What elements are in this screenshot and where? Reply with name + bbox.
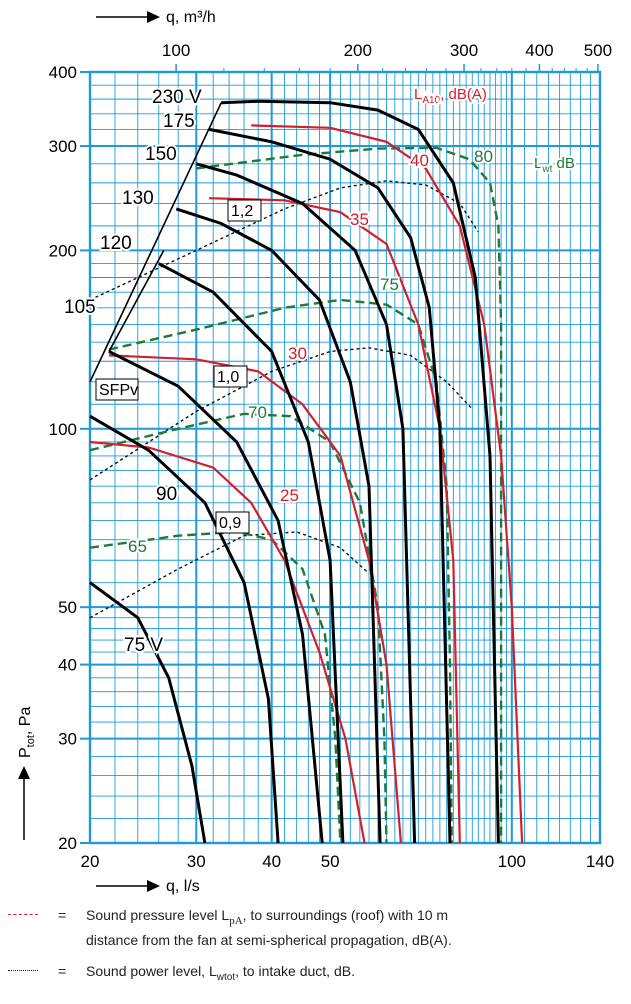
sfp-label-box: [213, 365, 248, 388]
fan-label: 130: [122, 188, 154, 209]
axes: 20 30 40 50 100 140 20 30 40 50 100 200 300 400 100 200…: [17, 9, 614, 895]
legend-red-text: Sound pressure level L: [86, 907, 230, 923]
top-tick-label: 200: [344, 41, 372, 60]
top-tick-label: 100: [162, 41, 190, 60]
sfp-title: SFPv: [99, 382, 138, 399]
lwt-label: 65: [128, 537, 147, 556]
curves: [89, 99, 524, 844]
y-tick-label: 20: [58, 834, 77, 853]
x-tick-label: 40: [262, 852, 281, 871]
legend-equals-dot: =: [58, 962, 67, 979]
legend-red-text-2: distance from the fan at semi-spherical …: [86, 931, 452, 948]
y-tick-label: 30: [58, 730, 77, 749]
legend-red-rest: , to surroundings (roof) with 10 m: [242, 907, 449, 923]
fan-label: 120: [100, 233, 132, 254]
top-axis-arrowhead: [147, 11, 160, 23]
legend-dot-rest: , to intake duct, dB.: [235, 962, 355, 979]
lpa-label: 40: [410, 151, 429, 170]
x-tick-label: 20: [81, 852, 100, 871]
legend-red-dash-sample: [8, 914, 38, 915]
envelope-line-lower: [108, 250, 165, 352]
sfp-label: 1,0: [217, 369, 239, 386]
x-tick-label: 140: [586, 852, 614, 871]
sfp-curve-1-0: [89, 347, 473, 481]
lwt-series-title: Lwt dB: [534, 155, 575, 175]
legend-dot-sample: [8, 969, 38, 971]
lpa-curve-30: [108, 354, 402, 844]
y-tick-label: 200: [49, 241, 77, 260]
fan-curve-130: [175, 207, 382, 844]
sfp-label: 1,2: [231, 203, 253, 220]
legend-equals-red: =: [58, 907, 67, 923]
sfp-title-box: [95, 378, 139, 401]
x-tick-label: 30: [187, 852, 206, 871]
y-tick-label: 50: [58, 598, 77, 617]
legend: = Sound pressure level LpA, to surroundi…: [8, 906, 628, 987]
grid: [88, 70, 602, 845]
lwt-curve-75: [108, 298, 453, 844]
fan-label: 150: [145, 144, 177, 165]
fan-curve-150: [195, 162, 417, 844]
lwt-curve-65: [89, 530, 342, 844]
y-axis-label: Ptot, Pa: [17, 707, 37, 758]
lwt-label: 70: [248, 403, 267, 422]
plot-frame: [88, 70, 602, 845]
fan-curve-105: [108, 350, 324, 844]
lpa-curve-25: [89, 440, 366, 844]
envelope-line: [89, 102, 222, 383]
fan-label: 75 V: [124, 635, 163, 656]
sfp-curve-1-2: [89, 180, 479, 301]
fan-label: 175: [163, 111, 195, 132]
lpa-label: 35: [350, 210, 369, 229]
legend-red-sub: pA: [229, 914, 243, 927]
top-tick-label: 400: [525, 41, 553, 60]
y-axis-arrowhead: [18, 766, 30, 779]
fan-performance-chart: 20 30 40 50 100 140 20 30 40 50 100 200 300 400 100 200…: [17, 9, 614, 895]
legend-dot-text: Sound power level, L: [86, 962, 217, 979]
lpa-curve-40: [251, 124, 524, 844]
fan-curve-90: [89, 414, 280, 844]
labels: 230 V 175 150 130 120 105 90 75 V 40 35 30 25 80 75 70…: [62, 84, 577, 658]
fan-label: 90: [156, 484, 177, 505]
fan-label: 230 V: [152, 87, 202, 108]
x-tick-label: 50: [321, 852, 340, 871]
lpa-curve-35: [209, 197, 461, 844]
top-axis-label: q, m³/h: [166, 9, 216, 26]
fan-label: 105: [64, 297, 96, 318]
fan-curve-230-v: [221, 99, 500, 844]
y-tick-label: 400: [49, 63, 77, 82]
x-tick-label: 100: [498, 852, 526, 871]
fan-curve-120: [158, 262, 345, 844]
sfp-label-box: [227, 199, 262, 222]
legend-dot-row: = Sound power level, Lwtot, to intake du…: [8, 962, 628, 987]
lwt-label: 75: [380, 275, 399, 294]
lpa-label: 25: [280, 486, 299, 505]
legend-dot-sub: wtot: [216, 971, 236, 983]
bottom-axis-arrowhead: [147, 880, 160, 892]
y-tick-label: 300: [49, 137, 77, 156]
y-tick-label: 100: [49, 420, 77, 439]
top-tick-label: 500: [584, 41, 612, 60]
x-axis-label: q, l/s: [166, 878, 200, 895]
sfp-label-box: [215, 511, 250, 534]
fan-curve-75-v: [89, 581, 207, 844]
top-tick-label: 300: [450, 41, 478, 60]
lpa-series-title: LA10, dB(A): [414, 86, 487, 106]
legend-red-row-2: distance from the fan at semi-spherical …: [8, 931, 628, 950]
lpa-label: 30: [288, 344, 307, 363]
legend-red-row: = Sound pressure level LpA, to surroundi…: [8, 906, 628, 931]
fan-curve-175: [208, 127, 452, 844]
y-tick-label: 40: [58, 656, 77, 675]
sfp-label: 0,9: [219, 515, 241, 532]
lwt-label: 80: [474, 147, 493, 166]
